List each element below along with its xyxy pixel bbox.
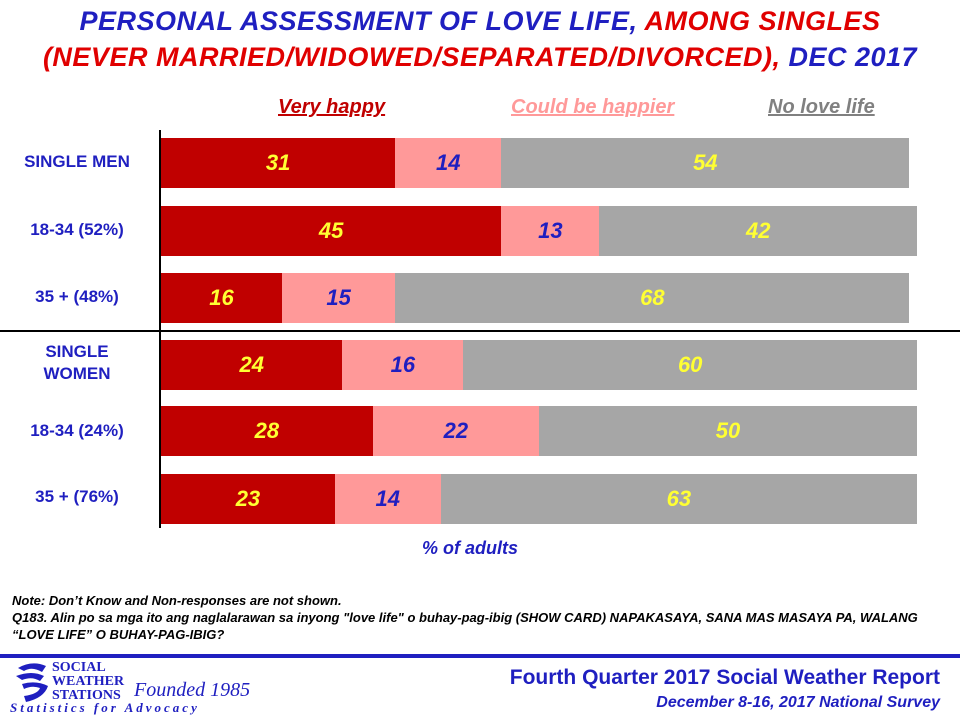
y-axis-line — [159, 130, 161, 528]
chart-title-line2: (NEVER MARRIED/WIDOWED/SEPARATED/DIVORCE… — [0, 40, 960, 74]
data-label: 16 — [209, 285, 234, 310]
category-label: 35 + (76%) — [35, 487, 119, 506]
title-part-3: (NEVER MARRIED/WIDOWED/SEPARATED/DIVORCE… — [42, 42, 781, 72]
logo-line-3: STATIONS — [52, 688, 121, 703]
bar-segment — [281, 273, 396, 323]
logo-line-1: SOCIAL — [52, 660, 106, 675]
category-label: 18-34 (52%) — [30, 220, 124, 239]
data-label: 50 — [715, 418, 741, 443]
bar-segment — [539, 406, 917, 456]
bar-segment — [501, 206, 600, 256]
data-label: 24 — [239, 352, 264, 377]
bar-segment — [161, 138, 396, 188]
report-title: Fourth Quarter 2017 Social Weather Repor… — [509, 666, 940, 689]
data-label: 15 — [326, 285, 351, 310]
data-label: 60 — [677, 352, 703, 377]
bar-segment — [161, 340, 343, 390]
data-label: 31 — [265, 150, 291, 175]
title-part-1: PERSONAL ASSESSMENT OF LOVE LIFE, — [79, 6, 638, 36]
data-label: 14 — [436, 150, 461, 175]
x-axis-label: % of adults — [421, 538, 518, 558]
bar-segment — [161, 406, 373, 456]
category-label: SINGLE WOMEN — [43, 342, 111, 383]
bar-segment — [395, 273, 910, 323]
legend-could-be-happier: Could be happier — [511, 96, 675, 118]
bar-segment — [463, 340, 917, 390]
logo-tagline: Statistics for Advocacy — [10, 700, 200, 715]
title-part-4: DEC 2017 — [788, 42, 918, 72]
data-label: 23 — [235, 486, 261, 511]
data-label: 13 — [538, 218, 563, 243]
data-label: 54 — [693, 150, 718, 175]
report-subtitle: December 8-16, 2017 National Survey — [656, 694, 940, 711]
data-label: 22 — [443, 418, 469, 443]
data-label: 68 — [640, 285, 665, 310]
bar-segment — [395, 138, 502, 188]
title-part-2: AMONG SINGLES — [644, 6, 881, 36]
footer-divider — [0, 654, 960, 658]
bar-segment — [372, 406, 539, 456]
data-label: 45 — [318, 218, 344, 243]
bar-segment — [161, 273, 282, 323]
chart-title-line1: PERSONAL ASSESSMENT OF LOVE LIFE, AMONG … — [0, 4, 960, 38]
legend-very-happy: Very happy — [278, 96, 386, 118]
bar-segment — [599, 206, 917, 256]
bar-segment — [501, 138, 910, 188]
category-label: 35 + (48%) — [35, 287, 119, 306]
logo-line-2: WEATHER — [52, 674, 125, 689]
founded-text: Founded 1985 — [134, 679, 251, 701]
bar-segment — [342, 340, 464, 390]
bar-segment — [334, 474, 441, 524]
note-text: Note: Don’t Know and Non-responses are n… — [12, 593, 342, 608]
sws-logo-icon — [16, 663, 48, 702]
data-label: 63 — [666, 486, 692, 511]
bar-segment — [161, 206, 502, 256]
category-label: 18-34 (24%) — [30, 421, 124, 440]
bar-segment — [440, 474, 917, 524]
data-label: 16 — [390, 352, 416, 377]
data-label: 42 — [745, 218, 771, 243]
question-text: Q183. Alin po sa mga ito ang naglalarawa… — [12, 610, 918, 642]
bar-segment — [161, 474, 335, 524]
legend-no-love-life: No love life — [768, 96, 875, 118]
data-label: 28 — [254, 418, 280, 443]
data-label: 14 — [375, 486, 401, 511]
group-divider — [0, 330, 960, 332]
category-label: SINGLE MEN — [24, 152, 130, 171]
